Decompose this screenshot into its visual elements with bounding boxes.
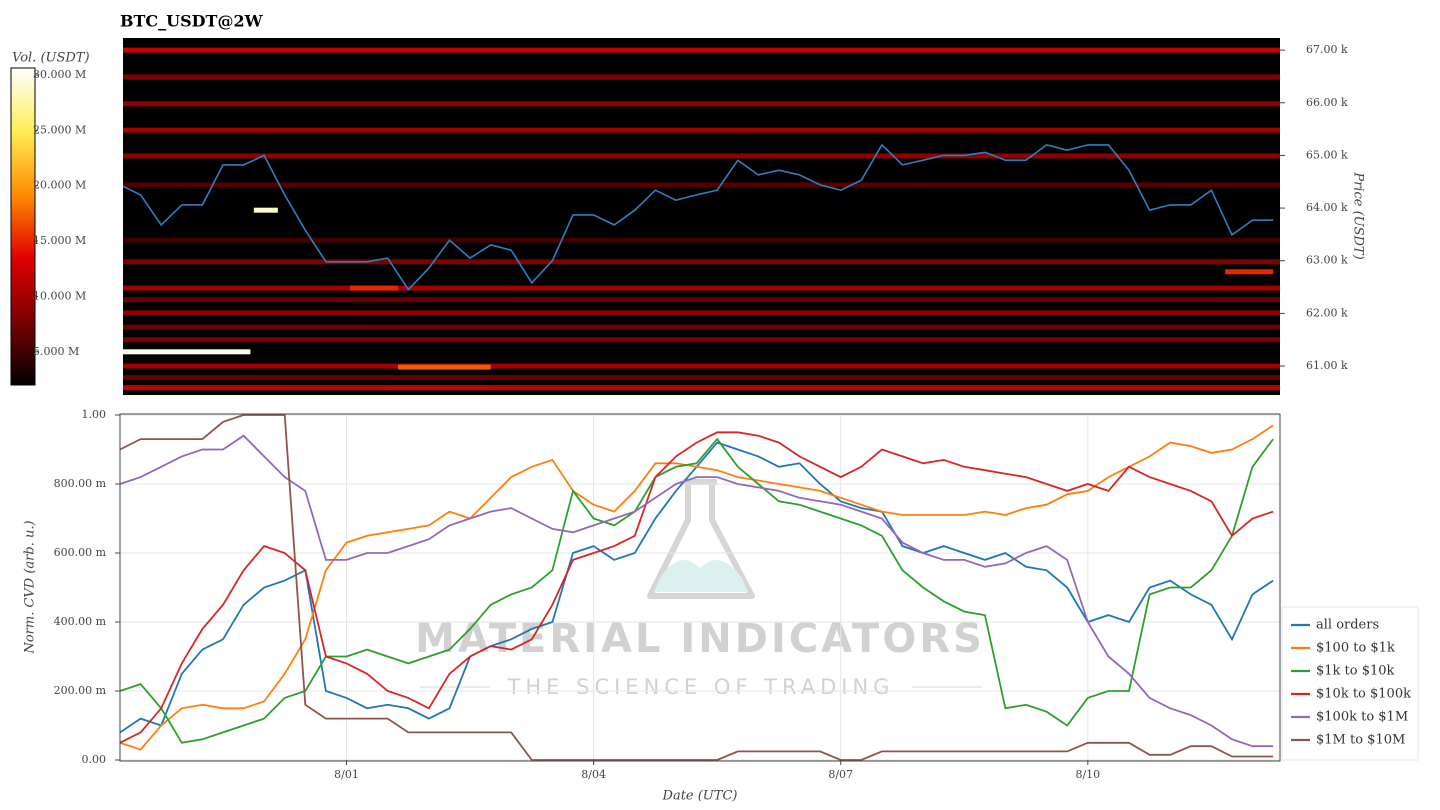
volume-band [123,74,1280,80]
y-tick-label: 1.00 [82,408,107,421]
volume-band [123,385,1280,391]
legend-label: $1M to $10M [1316,733,1405,748]
volume-segment [123,349,251,355]
y-tick-label: 200.00 m [54,684,107,697]
watermark-title: MATERIAL INDICATORS [415,616,985,662]
y-tick-label: 66.00 k [1306,96,1348,109]
colorbar-tick-label: 30.000 M [33,68,86,81]
y-tick-label: 61.00 k [1306,359,1348,372]
x-axis-label: Date (UTC) [662,789,738,804]
colorbar-tick-label: 25.000 M [33,123,86,136]
x-tick-label: 8/07 [828,768,853,781]
plot-frame [119,413,1281,762]
volume-segment [253,207,278,213]
chart-title: BTC_USDT@2W [120,12,264,31]
line-layer [120,414,1280,761]
volume-band [123,127,1280,133]
legend-label: $10k to $100k [1316,687,1411,702]
volume-segment [1225,269,1274,275]
x-tick-label: 8/04 [581,768,606,781]
colorbar-tick-label: 15.000 M [33,234,86,247]
series-line [120,437,1274,744]
y-tick-label: 64.00 k [1306,201,1348,214]
y-tick-label: 65.00 k [1306,148,1348,161]
volume-band [123,310,1280,316]
volume-band [123,101,1280,107]
colorbar-label: Vol. (USDT) [12,51,90,66]
heatmap-layer [123,47,1280,391]
series-line [120,434,1274,748]
colorbar [10,67,36,386]
volume-segment [397,364,491,370]
price-line [123,143,1274,291]
series-line [120,414,1274,761]
y-tick-label: 67.00 k [1306,43,1348,56]
volume-band [123,259,1280,265]
volume-segment [349,285,398,291]
series-line [120,431,1274,744]
volume-band [123,375,1280,381]
legend-label: $1k to $10k [1316,664,1395,679]
colorbar-tick-label: 5.000 M [33,345,79,358]
volume-band [123,363,1280,369]
volume-band [123,285,1280,291]
volume-band [123,47,1280,53]
y-tick-label: 800.00 m [54,477,107,490]
legend-label: $100k to $1M [1316,710,1408,725]
y-axis-label: Norm. CVD (arb. u.) [23,520,38,654]
colorbar-tick-label: 10.000 M [33,289,86,302]
x-tick-label: 8/01 [334,768,359,781]
legend-label: all orders [1316,618,1379,633]
watermark-logo [647,479,755,599]
volume-band [123,297,1280,303]
watermark-subtitle: THE SCIENCE OF TRADING [507,675,895,699]
y-axis-label: Price (USDT) [1351,171,1366,259]
x-tick-label: 8/10 [1075,768,1100,781]
series-group [120,414,1274,761]
volume-band [123,153,1280,159]
heatmap-background [123,38,1280,395]
y-tick-label: 400.00 m [54,615,107,628]
series-line [120,424,1274,751]
volume-band [123,337,1280,343]
volume-band [123,237,1280,243]
y-tick-label: 63.00 k [1306,254,1348,267]
volume-band [123,182,1280,188]
legend-box [1281,606,1419,761]
legend-label: $100 to $1k [1316,641,1395,656]
y-tick-label: 62.00 k [1306,306,1348,319]
y-tick-label: 600.00 m [54,546,107,559]
volume-band [123,324,1280,330]
colorbar-tick-label: 20.000 M [33,179,86,192]
y-tick-label: 0.00 [82,753,107,766]
